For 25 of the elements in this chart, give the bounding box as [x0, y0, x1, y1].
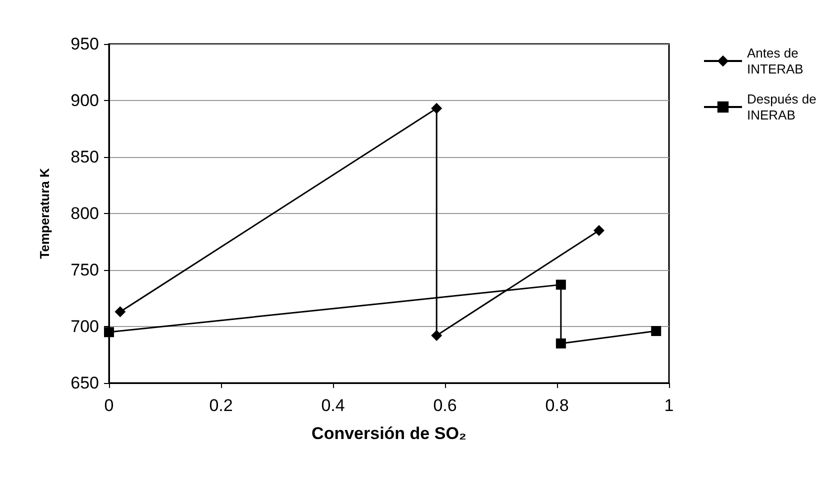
- y-tick-label: 650: [70, 374, 99, 392]
- point: [431, 330, 442, 342]
- point: [651, 326, 662, 336]
- x-tick-label: 0.8: [545, 396, 569, 415]
- point: [114, 306, 126, 318]
- y-tick-label: 800: [70, 204, 99, 223]
- y-tick-label: 700: [70, 317, 99, 336]
- x-tick-label: 0: [104, 396, 114, 415]
- y-tick-label: 900: [70, 91, 99, 110]
- point: [594, 224, 604, 236]
- y-tick-label: 750: [70, 260, 99, 280]
- x-tick-label: 0.4: [321, 396, 345, 415]
- x-tick-label: 0.6: [433, 396, 457, 415]
- point: [431, 102, 442, 114]
- point: [556, 280, 566, 290]
- x-tick-label: 0.2: [209, 396, 233, 415]
- y-axis-title: Temperatura K: [37, 168, 52, 259]
- x-axis-title: Conversión de SO₂: [312, 424, 466, 443]
- point: [104, 327, 114, 338]
- legend-label: Después de INERAB: [747, 92, 820, 122]
- legend-label: Antes de INTERAB: [747, 46, 804, 76]
- point: [556, 338, 566, 348]
- x-tick-label: 1: [664, 396, 674, 415]
- y-tick-label: 850: [70, 148, 99, 166]
- y-tick-label: 950: [70, 34, 99, 54]
